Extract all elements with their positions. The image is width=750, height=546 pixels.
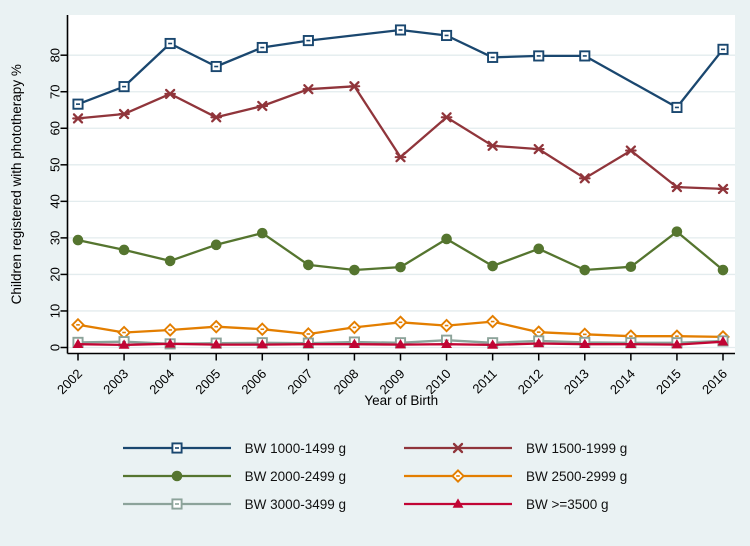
legend-label: BW 2500-2999 g [526,468,628,484]
y-axis-tick-label: 70 [48,84,63,98]
y-axis-tick-label: 0 [48,344,63,351]
data-point-marker [118,339,130,349]
x-axis-tick-label: 2013 [561,366,592,397]
legend: BW 1000-1499 g BW 1500-1999 g BW 2000-2499… [0,440,750,512]
data-point-marker [171,470,182,482]
series-bw-3500-g [72,336,729,349]
series-bw-1500-1999-g [72,81,729,195]
data-point-marker [671,226,683,237]
legend-item-bw-2000-2499-g: BW 2000-2499 g [122,468,346,484]
data-point-marker [256,338,268,349]
y-axis-title: Children registered with phototherapy % [9,64,24,304]
legend-item-bw-1500-1999-g: BW 1500-1999 g [404,440,627,456]
data-point-marker [72,234,84,246]
x-axis-tick-label: 2007 [284,366,315,397]
x-axis-tick-label: 2004 [146,366,177,397]
data-point-marker [256,227,268,239]
legend-label: BW 1500-1999 g [526,440,628,456]
legend-label: BW 3000-3499 g [244,496,346,512]
x-axis-tick-label: 2016 [699,366,730,397]
legend-item-bw-3500-g: BW >=3500 g [404,496,627,512]
x-axis-tick-label: 2005 [192,366,223,397]
data-point-marker [164,338,176,348]
data-point-marker [164,255,176,267]
y-axis-tick-label: 10 [48,304,63,318]
data-point-marker [118,244,130,256]
data-point-marker [452,498,464,508]
legend-label: BW 2000-2499 g [244,468,346,484]
data-point-marker [349,338,360,349]
series-bw-1000-1499-g [72,24,729,113]
y-axis-tick-label: 40 [48,194,63,208]
data-point-marker [72,338,84,349]
data-point-marker [533,243,545,255]
data-point-marker [487,260,498,272]
y-axis-tick-label: 20 [48,267,63,281]
x-axis-tick-label: 2012 [515,366,546,397]
x-axis-tick-label: 2014 [607,366,638,397]
data-point-marker [625,261,637,273]
data-point-marker [441,338,452,349]
x-axis-title: Year of Birth [364,393,438,408]
plot-area [67,15,735,354]
data-point-marker [395,338,406,349]
series-bw-2500-2999-g [71,314,730,344]
data-point-marker [671,338,683,349]
x-axis-tick-label: 2008 [330,366,361,397]
data-point-marker [533,337,545,348]
data-point-marker [349,264,360,276]
x-axis-tick-label: 2003 [100,366,131,397]
data-point-marker [302,338,314,349]
data-point-marker [717,336,729,346]
data-point-marker [625,338,637,349]
x-axis-tick-label: 2006 [238,366,269,397]
x-axis-tick-label: 2011 [469,366,499,396]
data-point-marker [395,261,406,273]
chart-plot: 0 10 20 30 40 50 60 70 80 2002 2003 2004 2005 2006 200… [9,15,735,408]
data-point-marker [487,339,499,349]
data-point-marker [303,259,314,271]
legend-label: BW >=3500 g [526,496,609,512]
legend-swatch [404,469,512,483]
y-axis-tick-label: 50 [48,158,63,172]
data-point-marker [579,264,591,276]
legend-swatch [122,470,231,482]
data-point-marker [210,338,222,349]
legend-item-bw-3000-3499-g: BW 3000-3499 g [122,496,346,512]
legend-swatch [404,442,512,454]
series-bw-2000-2499-g [72,226,729,276]
data-point-marker [717,264,729,276]
y-axis-tick-label: 60 [48,121,63,135]
legend-swatch [122,442,231,454]
data-point-marker [441,233,452,245]
y-axis-tick-label: 80 [48,48,63,62]
legend-swatch [122,498,231,510]
x-axis-tick-label: 2015 [653,366,684,397]
legend-item-bw-1000-1499-g: BW 1000-1499 g [122,440,346,456]
data-point-marker [210,239,222,251]
legend-swatch [404,498,512,508]
legend-label: BW 1000-1499 g [244,440,346,456]
y-axis-tick-label: 30 [48,231,63,245]
legend-item-bw-2500-2999-g: BW 2500-2999 g [404,468,627,484]
data-point-marker [579,338,591,349]
x-axis-tick-label: 2002 [54,366,85,397]
